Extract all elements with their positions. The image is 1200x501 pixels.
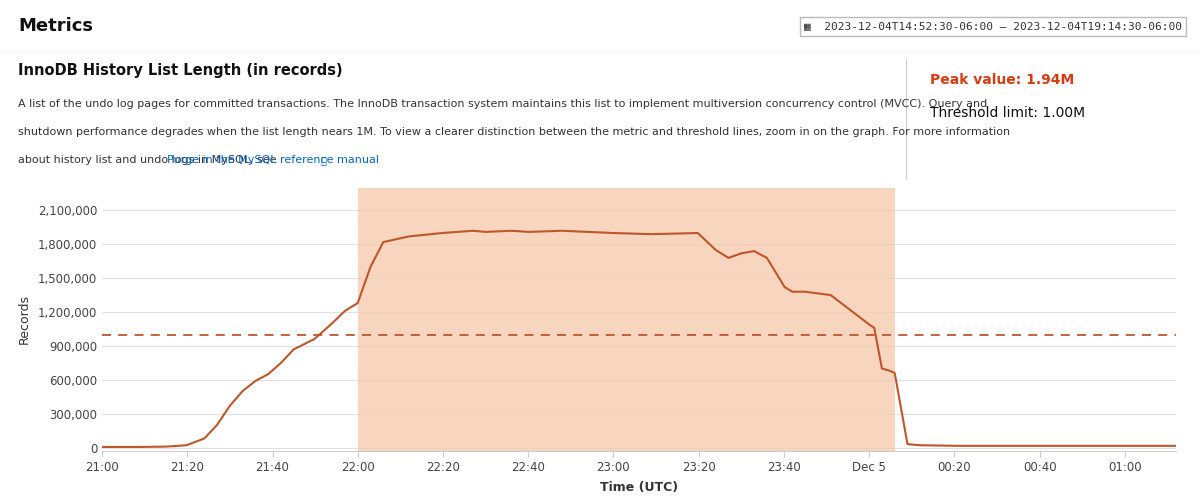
Y-axis label: Records: Records <box>18 295 31 344</box>
Text: Purge in the MySQL reference manual: Purge in the MySQL reference manual <box>168 155 379 165</box>
Text: Metrics: Metrics <box>18 18 94 35</box>
Text: shutdown performance degrades when the list length nears 1M. To view a clearer d: shutdown performance degrades when the l… <box>18 127 1010 137</box>
Text: Threshold limit: 1.00M: Threshold limit: 1.00M <box>930 106 1085 120</box>
Bar <box>358 188 895 451</box>
Text: InnoDB History List Length (in records): InnoDB History List Length (in records) <box>18 63 343 78</box>
Text: ⧉: ⧉ <box>318 155 326 165</box>
Text: Peak value: 1.94M: Peak value: 1.94M <box>930 73 1074 87</box>
Text: about history list and undo logs in MySQL, see: about history list and undo logs in MySQ… <box>18 155 276 165</box>
Text: A list of the undo log pages for committed transactions. The InnoDB transaction : A list of the undo log pages for committ… <box>18 99 988 109</box>
Text: ▦  2023-12-04T14:52:30-06:00 — 2023-12-04T19:14:30-06:00: ▦ 2023-12-04T14:52:30-06:00 — 2023-12-04… <box>804 22 1182 31</box>
X-axis label: Time (UTC): Time (UTC) <box>600 481 678 494</box>
